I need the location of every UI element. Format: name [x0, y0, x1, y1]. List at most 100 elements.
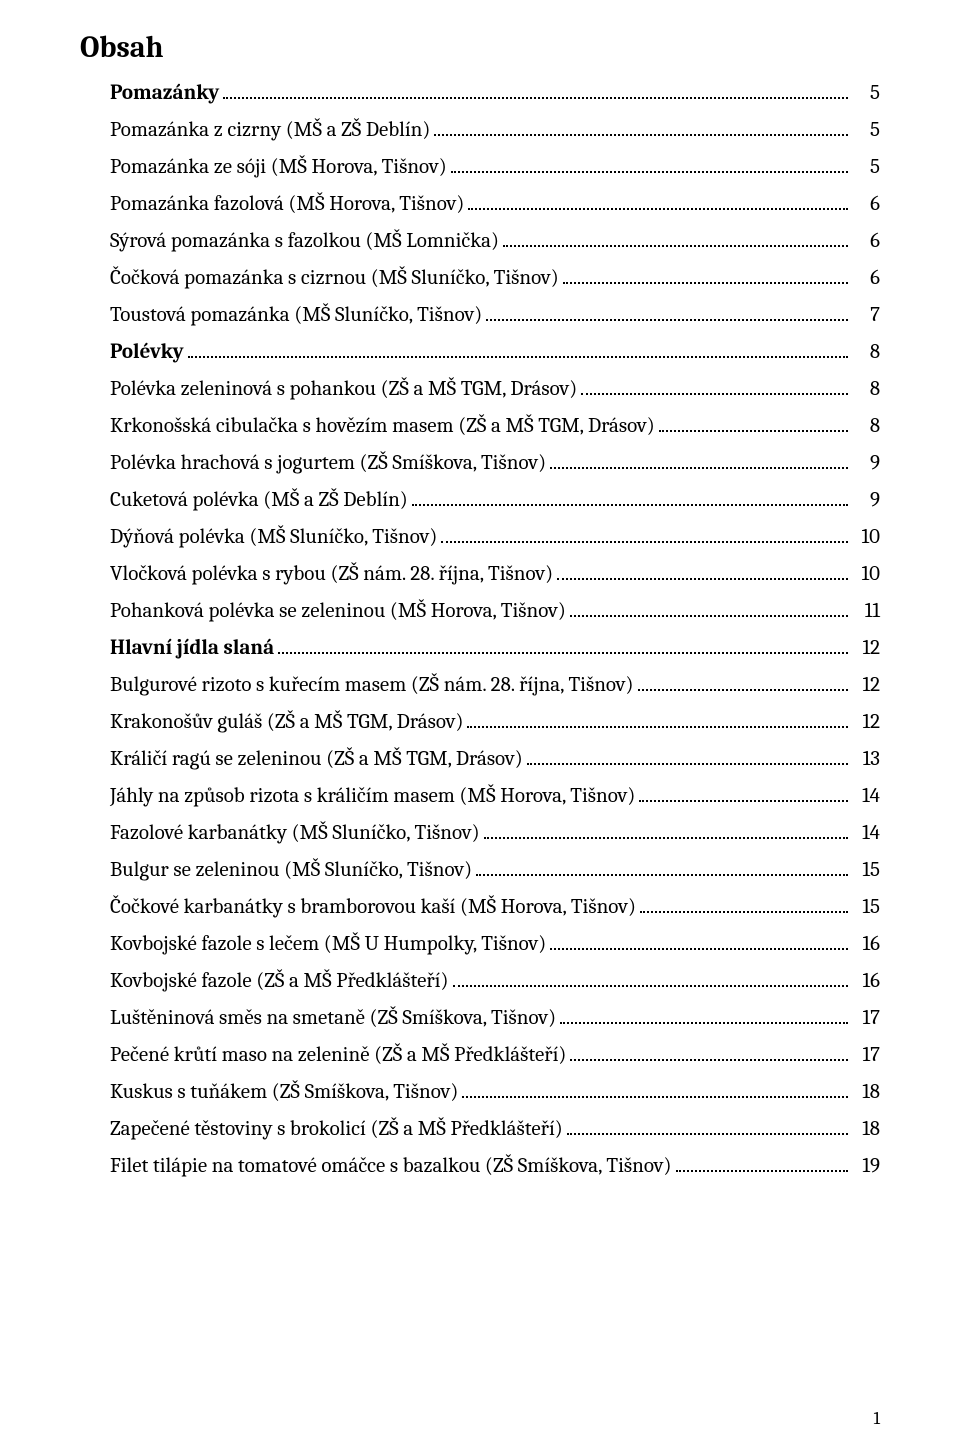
toc-entry[interactable]: Bulgur se zeleninou (MŠ Sluníčko, Tišnov…	[80, 858, 880, 882]
toc-entry-label: Toustová pomazánka (MŠ Sluníčko, Tišnov)	[110, 303, 482, 327]
toc-entry-label: Luštěninová směs na smetaně (ZŠ Smíškova…	[110, 1006, 556, 1030]
toc-entry-page: 5	[852, 81, 880, 105]
toc-entry[interactable]: Pečené krůtí maso na zelenině (ZŠ a MŠ P…	[80, 1043, 880, 1067]
toc-entry[interactable]: Kovbojské fazole (ZŠ a MŠ Předklášteří)1…	[80, 969, 880, 993]
toc-entry-page: 9	[852, 488, 880, 512]
toc-leader-dots	[550, 467, 848, 469]
toc-entry[interactable]: Fazolové karbanátky (MŠ Sluníčko, Tišnov…	[80, 821, 880, 845]
toc-leader-dots	[434, 134, 848, 136]
toc-leader-dots	[462, 1096, 848, 1098]
toc-entry-page: 11	[852, 599, 880, 623]
toc-entry-label: Bulgurové rizoto s kuřecím masem (ZŠ nám…	[110, 673, 634, 697]
toc-leader-dots	[550, 948, 848, 950]
toc-entry[interactable]: Jáhly na způsob rizota s králičím masem …	[80, 784, 880, 808]
toc-entry[interactable]: Bulgurové rizoto s kuřecím masem (ZŠ nám…	[80, 673, 880, 697]
toc-entry[interactable]: Kuskus s tuňákem (ZŠ Smíškova, Tišnov) 18	[80, 1080, 880, 1104]
toc-entry-page: 5	[852, 155, 880, 179]
toc-entry-label: Čočkové karbanátky s bramborovou kaší (M…	[110, 895, 636, 919]
toc-leader-dots	[441, 541, 848, 543]
toc-entry[interactable]: Zapečené těstoviny s brokolicí (ZŠ a MŠ …	[80, 1117, 880, 1141]
toc-entry[interactable]: Hlavní jídla slaná12	[80, 636, 880, 660]
toc-entry[interactable]: Polévky8	[80, 340, 880, 364]
toc-entry-label: Pomazánky	[110, 81, 219, 105]
toc-title: Obsah	[80, 30, 880, 65]
toc-leader-dots	[557, 578, 848, 580]
toc-leader-dots	[567, 1133, 848, 1135]
toc-entry-page: 12	[852, 636, 880, 660]
toc-entry[interactable]: Vločková polévka s rybou (ZŠ nám. 28. ří…	[80, 562, 880, 586]
toc-leader-dots	[188, 356, 848, 358]
toc-entry-label: Pečené krůtí maso na zelenině (ZŠ a MŠ P…	[110, 1043, 566, 1067]
toc-entry[interactable]: Pohanková polévka se zeleninou (MŠ Horov…	[80, 599, 880, 623]
toc-entry[interactable]: Cuketová polévka (MŠ a ZŠ Deblín) 9	[80, 488, 880, 512]
toc-entry-label: Dýňová polévka (MŠ Sluníčko, Tišnov)	[110, 525, 437, 549]
toc-entry-page: 16	[852, 932, 880, 956]
toc-entry-page: 12	[852, 710, 880, 734]
toc-entry-label: Kuskus s tuňákem (ZŠ Smíškova, Tišnov)	[110, 1080, 458, 1104]
toc-entry-label: Kovbojské fazole s lečem (MŠ U Humpolky,…	[110, 932, 546, 956]
toc-entry[interactable]: Toustová pomazánka (MŠ Sluníčko, Tišnov)…	[80, 303, 880, 327]
toc-entry-label: Krakonošův guláš (ZŠ a MŠ TGM, Drásov)	[110, 710, 463, 734]
toc-entry[interactable]: Čočková pomazánka s cizrnou (MŠ Sluníčko…	[80, 266, 880, 290]
toc-entry-page: 7	[852, 303, 880, 327]
toc-entry[interactable]: Luštěninová směs na smetaně (ZŠ Smíškova…	[80, 1006, 880, 1030]
toc-leader-dots	[453, 985, 848, 987]
toc-leader-dots	[527, 763, 848, 765]
toc-entry-label: Polévky	[110, 340, 184, 364]
toc-entry-label: Pohanková polévka se zeleninou (MŠ Horov…	[110, 599, 566, 623]
toc-entry-label: Sýrová pomazánka s fazolkou (MŠ Lomnička…	[110, 229, 499, 253]
toc-entry[interactable]: Pomazánka fazolová (MŠ Horova, Tišnov)6	[80, 192, 880, 216]
toc-leader-dots	[639, 800, 848, 802]
toc-entry-label: Jáhly na způsob rizota s králičím masem …	[110, 784, 635, 808]
toc-entry-label: Kovbojské fazole (ZŠ a MŠ Předklášteří)	[110, 969, 449, 993]
toc-entry-page: 13	[852, 747, 880, 771]
toc-entry[interactable]: Krkonošská cibulačka s hovězím masem (ZŠ…	[80, 414, 880, 438]
toc-entry-label: Polévka zeleninová s pohankou (ZŠ a MŠ T…	[110, 377, 577, 401]
toc-entry-label: Králičí ragú se zeleninou (ZŠ a MŠ TGM, …	[110, 747, 523, 771]
toc-entry[interactable]: Dýňová polévka (MŠ Sluníčko, Tišnov)10	[80, 525, 880, 549]
document-page: Obsah Pomazánky 5 Pomazánka z cizrny (MŠ a…	[0, 0, 960, 1455]
toc-entry-label: Krkonošská cibulačka s hovězím masem (ZŠ…	[110, 414, 655, 438]
toc-entry-label: Filet tilápie na tomatové omáčce s bazal…	[110, 1154, 672, 1178]
toc-entry-page: 6	[852, 229, 880, 253]
toc-entry-label: Bulgur se zeleninou (MŠ Sluníčko, Tišnov…	[110, 858, 472, 882]
toc-entry[interactable]: Filet tilápie na tomatové omáčce s bazal…	[80, 1154, 880, 1178]
toc-leader-dots	[451, 171, 848, 173]
toc-leader-dots	[638, 689, 848, 691]
toc-entry-page: 6	[852, 192, 880, 216]
toc-entry-page: 17	[852, 1043, 880, 1067]
toc-leader-dots	[560, 1022, 848, 1024]
toc-entry-page: 8	[852, 377, 880, 401]
toc-entry-label: Pomazánka ze sóji (MŠ Horova, Tišnov)	[110, 155, 447, 179]
toc-leader-dots	[484, 837, 848, 839]
toc-entry[interactable]: Pomazánka ze sóji (MŠ Horova, Tišnov) 5	[80, 155, 880, 179]
toc-entry-page: 15	[852, 895, 880, 919]
toc-entry-label: Zapečené těstoviny s brokolicí (ZŠ a MŠ …	[110, 1117, 563, 1141]
toc-entry[interactable]: Sýrová pomazánka s fazolkou (MŠ Lomnička…	[80, 229, 880, 253]
toc-entry-page: 14	[852, 784, 880, 808]
toc-entry[interactable]: Polévka hrachová s jogurtem (ZŠ Smíškova…	[80, 451, 880, 475]
toc-entry[interactable]: Králičí ragú se zeleninou (ZŠ a MŠ TGM, …	[80, 747, 880, 771]
toc-entry[interactable]: Pomazánky 5	[80, 81, 880, 105]
page-number: 1	[873, 1408, 880, 1429]
toc-entry[interactable]: Čočkové karbanátky s bramborovou kaší (M…	[80, 895, 880, 919]
toc-leader-dots	[467, 726, 848, 728]
toc-entry-page: 9	[852, 451, 880, 475]
toc-leader-dots	[223, 97, 848, 99]
toc-entry-page: 14	[852, 821, 880, 845]
toc-entry[interactable]: Polévka zeleninová s pohankou (ZŠ a MŠ T…	[80, 377, 880, 401]
toc-entry[interactable]: Kovbojské fazole s lečem (MŠ U Humpolky,…	[80, 932, 880, 956]
toc-entry-page: 6	[852, 266, 880, 290]
toc-leader-dots	[676, 1170, 848, 1172]
toc-entry-page: 19	[852, 1154, 880, 1178]
toc-entry-label: Čočková pomazánka s cizrnou (MŠ Sluníčko…	[110, 266, 559, 290]
toc-entry-label: Vločková polévka s rybou (ZŠ nám. 28. ří…	[110, 562, 553, 586]
toc-entry-page: 18	[852, 1080, 880, 1104]
toc-entry[interactable]: Krakonošův guláš (ZŠ a MŠ TGM, Drásov) 12	[80, 710, 880, 734]
toc-entry-label: Cuketová polévka (MŠ a ZŠ Deblín)	[110, 488, 408, 512]
toc-leader-dots	[476, 874, 848, 876]
toc-leader-dots	[278, 652, 848, 654]
toc-entry-page: 10	[852, 562, 880, 586]
toc-entry[interactable]: Pomazánka z cizrny (MŠ a ZŠ Deblín)5	[80, 118, 880, 142]
toc-entry-page: 15	[852, 858, 880, 882]
